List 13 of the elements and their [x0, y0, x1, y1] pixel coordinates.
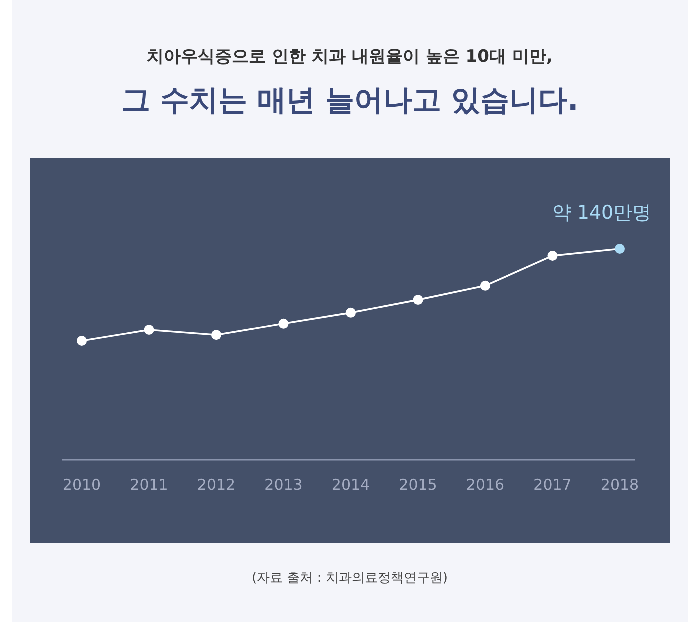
x-tick-label: 2015: [399, 476, 438, 494]
x-tick-label: 2010: [62, 476, 102, 494]
chart-subtitle: 그 수치는 매년 늘어나고 있습니다.: [121, 83, 579, 117]
text: (자료 출처 : 치과의료정책연구원): [252, 571, 448, 586]
x-tick-label: 2012: [197, 476, 236, 494]
x-tick-label: 2017: [534, 476, 572, 494]
x-tick-label: 2016: [466, 476, 505, 494]
x-tick-label: 2011: [130, 476, 168, 494]
chart-title: 치아우식증으로 인한 치과 내원율이 높은 10대 미만,: [147, 47, 553, 67]
x-tick-label: 2018: [600, 476, 640, 494]
x-tick-label: 2013: [264, 476, 303, 494]
x-tick-label: 2014: [332, 476, 370, 494]
annotation: 약 140만명: [552, 202, 652, 224]
